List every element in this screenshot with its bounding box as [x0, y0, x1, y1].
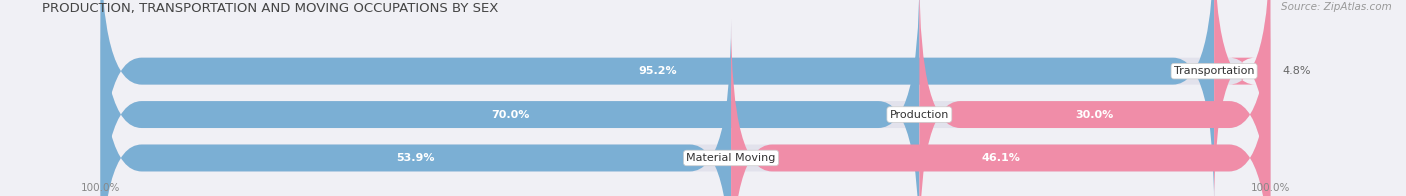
Text: Transportation: Transportation — [1174, 66, 1254, 76]
Text: 100.0%: 100.0% — [82, 183, 121, 193]
FancyBboxPatch shape — [920, 0, 1270, 196]
Text: PRODUCTION, TRANSPORTATION AND MOVING OCCUPATIONS BY SEX: PRODUCTION, TRANSPORTATION AND MOVING OC… — [42, 2, 499, 15]
FancyBboxPatch shape — [101, 19, 731, 196]
Text: Production: Production — [890, 110, 949, 120]
Text: Source: ZipAtlas.com: Source: ZipAtlas.com — [1281, 2, 1392, 12]
FancyBboxPatch shape — [101, 0, 1215, 196]
FancyBboxPatch shape — [101, 0, 1270, 196]
Text: Material Moving: Material Moving — [686, 153, 776, 163]
FancyBboxPatch shape — [731, 19, 1270, 196]
Text: 95.2%: 95.2% — [638, 66, 676, 76]
Text: 46.1%: 46.1% — [981, 153, 1021, 163]
Text: 30.0%: 30.0% — [1076, 110, 1114, 120]
FancyBboxPatch shape — [101, 0, 920, 196]
Text: 70.0%: 70.0% — [491, 110, 529, 120]
FancyBboxPatch shape — [1215, 0, 1270, 196]
FancyBboxPatch shape — [101, 0, 1270, 196]
FancyBboxPatch shape — [101, 19, 1270, 196]
Text: 53.9%: 53.9% — [396, 153, 434, 163]
Text: 4.8%: 4.8% — [1282, 66, 1310, 76]
Text: 100.0%: 100.0% — [1250, 183, 1289, 193]
